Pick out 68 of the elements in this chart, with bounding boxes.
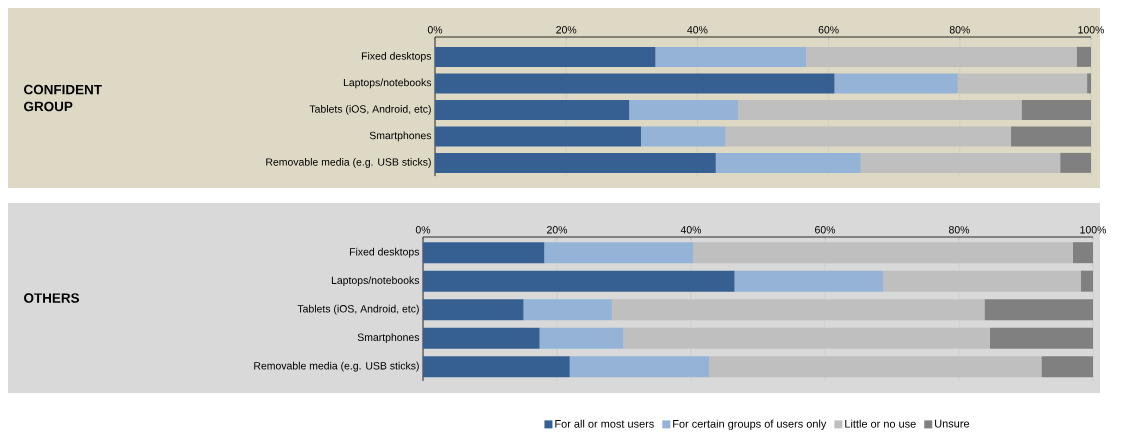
bar [629, 99, 739, 120]
bar [569, 356, 710, 378]
x-tick-label: 100% [1080, 226, 1106, 234]
y-tick-label: Fixed desktops [349, 247, 420, 258]
y-tick-label: Tablets (iOS, Android, etc) [309, 105, 431, 115]
bar [435, 126, 641, 147]
y-axis-title: OTHERS [24, 293, 80, 303]
legend-label: For all or most users [555, 419, 654, 428]
y-tick-label: Removable media (e.g. USB sticks) [266, 158, 431, 168]
bar [883, 270, 1081, 292]
x-tick-label: 80% [948, 226, 970, 234]
bar [693, 242, 1073, 264]
bar [1060, 152, 1092, 173]
y-tick-label: Smartphones [369, 131, 432, 142]
x-tick-label: 100% [1078, 26, 1104, 34]
x-tick-label: 20% [547, 226, 568, 234]
bar [738, 99, 1022, 120]
y-tick-label: Removable media (e.g. USB sticks) [254, 361, 419, 372]
bar [709, 356, 1042, 378]
bar [725, 126, 1011, 147]
bar [423, 242, 545, 264]
y-tick-label: Smartphones [357, 333, 420, 344]
bar [806, 46, 1077, 67]
legend-label: Unsure [935, 419, 970, 428]
bar [1080, 270, 1094, 292]
bar [984, 299, 1094, 321]
x-tick-label: 60% [818, 26, 839, 34]
y-tick-label: Laptops/notebooks [331, 276, 420, 287]
y-tick-label: Laptops/notebooks [343, 78, 432, 89]
bar [655, 46, 807, 67]
bar [423, 327, 540, 349]
x-tick-label: 40% [687, 26, 708, 34]
legend-label: Little or no use [845, 419, 916, 428]
bar [435, 99, 630, 120]
bar [435, 152, 716, 173]
x-tick-label: 0% [415, 226, 431, 234]
x-tick-label: 0% [427, 26, 443, 34]
bar [423, 270, 735, 292]
y-tick-label: Tablets (iOS, Android, etc) [297, 304, 419, 315]
legend-label: For certain groups of users only [673, 419, 827, 430]
bar [989, 327, 1094, 349]
bar [435, 46, 656, 67]
bar [611, 299, 985, 321]
x-tick-label: 40% [680, 226, 702, 234]
bar [1021, 99, 1092, 120]
bar [957, 73, 1088, 94]
x-tick-label: 60% [815, 226, 836, 234]
x-tick-label: 80% [949, 26, 970, 34]
bar [715, 152, 861, 173]
bar [860, 152, 1061, 173]
bar [623, 327, 990, 349]
bar [423, 356, 570, 378]
bar [435, 73, 835, 94]
bar [539, 327, 624, 349]
y-axis-title: CONFIDENT GROUP [24, 84, 102, 112]
bar [523, 299, 612, 321]
bar [834, 73, 958, 94]
bar [1087, 73, 1092, 94]
bar [640, 126, 726, 147]
y-tick-label: Fixed desktops [361, 52, 432, 62]
bar [544, 242, 694, 264]
bar [1041, 356, 1094, 378]
bar [734, 270, 884, 292]
bar [423, 299, 524, 321]
x-tick-label: 20% [556, 26, 577, 34]
bar [1076, 46, 1092, 67]
bar [1072, 242, 1094, 264]
bar [1010, 126, 1092, 147]
